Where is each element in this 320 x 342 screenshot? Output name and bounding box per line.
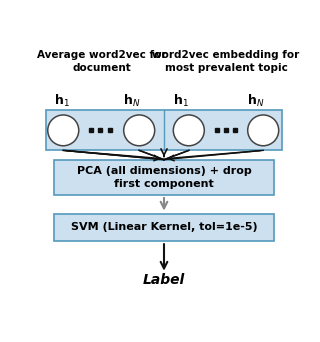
Circle shape <box>173 115 204 146</box>
Bar <box>46 110 282 150</box>
Text: PCA (all dimensions) + drop
first component: PCA (all dimensions) + drop first compon… <box>76 166 252 189</box>
Text: Label: Label <box>143 274 185 287</box>
Text: word2vec embedding for
most prevalent topic: word2vec embedding for most prevalent to… <box>152 50 300 73</box>
Text: $\mathbf{h}_N$: $\mathbf{h}_N$ <box>123 93 140 109</box>
Circle shape <box>124 115 155 146</box>
Bar <box>54 160 274 195</box>
Text: SVM (Linear Kernel, tol=1e-5): SVM (Linear Kernel, tol=1e-5) <box>71 222 257 232</box>
Circle shape <box>48 115 79 146</box>
Text: $\mathbf{h}_1$: $\mathbf{h}_1$ <box>54 93 69 109</box>
Bar <box>54 213 274 241</box>
Text: $\mathbf{h}_1$: $\mathbf{h}_1$ <box>173 93 189 109</box>
Text: $\mathbf{h}_N$: $\mathbf{h}_N$ <box>247 93 264 109</box>
Text: Average word2vec for
document: Average word2vec for document <box>37 50 167 73</box>
Circle shape <box>248 115 279 146</box>
